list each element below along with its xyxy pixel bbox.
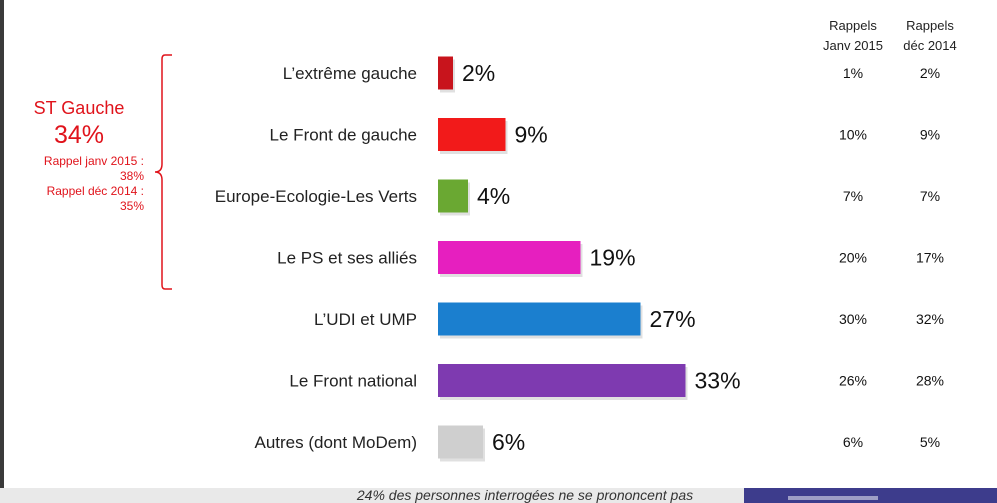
recall-dec-2014-value: 5% — [920, 434, 940, 450]
recall-janv-2015-value: 7% — [843, 188, 863, 204]
left-group-summary: ST Gauche 34% Rappel janv 2015 : 38% Rap… — [10, 97, 148, 214]
group-recall-2-label: Rappel déc 2014 : — [46, 184, 144, 198]
bar — [438, 56, 453, 90]
window-left-edge — [0, 0, 4, 503]
group-title: ST Gauche — [33, 98, 125, 118]
category-label: L’extrême gauche — [283, 64, 417, 83]
recall-col1-header-line2: Janv 2015 — [823, 38, 883, 53]
category-label: Le PS et ses alliés — [277, 249, 417, 268]
category-label: Autres (dont MoDem) — [255, 433, 418, 452]
group-bracket — [154, 54, 172, 290]
group-recall-1: Rappel janv 2015 : 38% Rappel déc 2014 :… — [10, 154, 144, 214]
recall-dec-2014-value: 2% — [920, 65, 940, 81]
bar-value-label: 19% — [590, 245, 636, 271]
recall-col2-header-line2: déc 2014 — [903, 38, 957, 53]
recall-dec-2014-value: 7% — [920, 188, 940, 204]
recall-dec-2014-value: 9% — [920, 127, 940, 143]
recall-col2-header-line1: Rappels — [906, 18, 954, 33]
bar-value-label: 2% — [462, 60, 495, 86]
bar-chart: Rappels Janv 2015 Rappels déc 2014 L’ext… — [215, 18, 957, 462]
category-label: Europe-Ecologie-Les Verts — [215, 187, 417, 206]
bar-value-label: 9% — [515, 122, 548, 148]
group-recall-1-label: Rappel janv 2015 : — [43, 154, 144, 168]
recall-janv-2015-value: 20% — [839, 250, 867, 266]
bar — [438, 118, 506, 151]
bar-value-label: 33% — [695, 368, 741, 394]
group-recall-2-value: 35% — [119, 199, 144, 213]
recall-janv-2015-value: 6% — [843, 434, 863, 450]
group-recall-1-value: 38% — [119, 169, 144, 183]
recall-dec-2014-value: 28% — [916, 373, 944, 389]
recall-janv-2015-value: 1% — [843, 65, 863, 81]
logo-strip — [744, 488, 997, 503]
bar — [438, 302, 641, 336]
bar — [438, 425, 483, 459]
recall-col1-header-line1: Rappels — [829, 18, 877, 33]
bar-value-label: 6% — [492, 429, 525, 455]
recall-dec-2014-value: 32% — [916, 311, 944, 327]
bar-value-label: 27% — [650, 306, 696, 332]
recall-janv-2015-value: 26% — [839, 373, 867, 389]
recall-janv-2015-value: 30% — [839, 311, 867, 327]
group-total: 34% — [53, 121, 105, 149]
category-label: Le Front national — [289, 372, 417, 391]
bar — [438, 179, 468, 213]
category-label: Le Front de gauche — [270, 126, 417, 145]
recall-janv-2015-value: 10% — [839, 127, 867, 143]
bar — [438, 241, 581, 274]
bar — [438, 364, 686, 397]
recall-dec-2014-value: 17% — [916, 250, 944, 266]
category-label: L’UDI et UMP — [314, 310, 417, 329]
bar-value-label: 4% — [477, 183, 510, 209]
footnote: 24% des personnes interrogées ne se pron… — [356, 487, 694, 503]
